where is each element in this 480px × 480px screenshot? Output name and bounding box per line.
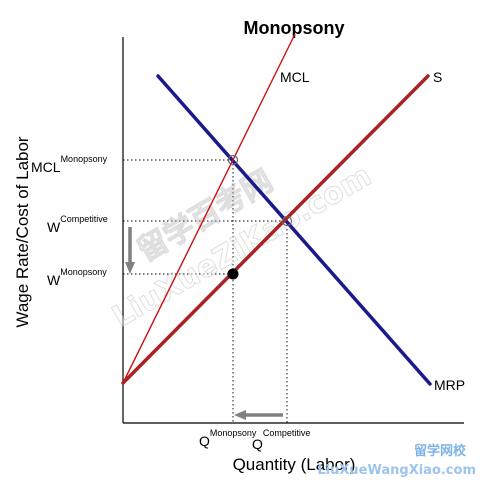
mcl-mrp-intersection [227,154,239,166]
chart-title: Monopsony [244,18,345,38]
x-label-qm-main: Q [199,433,210,449]
y-label-wc-sup: Competitive [60,214,108,224]
y-label-wm-sup: Monopsony [60,267,107,277]
quantity-decrease-arrow-head [234,410,246,420]
corner-watermark-url: LiuXueWangXiao.com [317,463,476,478]
mcl-label: MCL [280,69,310,85]
y-label-w-monopsony: WMonopsony [47,267,107,288]
x-axis-title: Quantity (Labor) [233,455,356,474]
y-label-wc-main: W [47,219,61,235]
y-label-wm-main: W [47,272,61,288]
x-label-qc-main: Q [252,436,263,452]
mrp-curve [156,74,432,386]
y-label-mcl-sup: Monopsony [61,154,108,164]
shift-arrows [125,227,283,420]
mrp-label: MRP [434,377,465,393]
watermark: 留学百考网 LiuXueZiKao.com [106,158,378,336]
x-label-qc-sup: Competitive [263,428,311,438]
supply-curve [121,74,430,385]
y-axis-title: Wage Rate/Cost of Labor [13,136,32,328]
competitive-equilibrium [281,215,293,227]
y-label-w-competitive: WCompetitive [47,214,108,235]
y-label-mcl-monopsony: MCLMonopsony [31,154,108,175]
y-label-mcl-main: MCL [31,159,61,175]
wage-decrease-arrow-head [125,262,135,274]
corner-watermark-cn: 留学网校 [414,443,467,459]
guide-lines [123,159,288,423]
mcl-curve [122,33,296,384]
supply-label: S [433,69,442,85]
x-label-q-competitive: QCompetitive [252,428,310,452]
x-label-qm-sup: Monopsony [210,428,257,438]
x-label-q-monopsony: QMonopsony [199,428,257,449]
monopsony-point [227,268,239,280]
